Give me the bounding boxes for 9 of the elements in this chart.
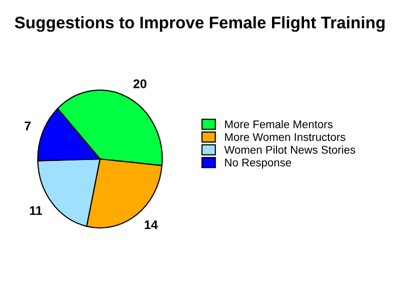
legend-label: More Female Mentors — [225, 120, 332, 128]
data-label: 14 — [144, 220, 158, 230]
data-label: 7 — [24, 122, 31, 130]
legend-label: Women Pilot News Stories — [224, 146, 356, 154]
legend-label: More Women Instructors — [225, 133, 346, 141]
data-label: 11 — [30, 206, 42, 215]
data-label: 20 — [133, 79, 146, 88]
chart-title: Suggestions to Improve Female Flight Training — [14, 16, 385, 32]
legend-label: No Response — [225, 158, 292, 169]
